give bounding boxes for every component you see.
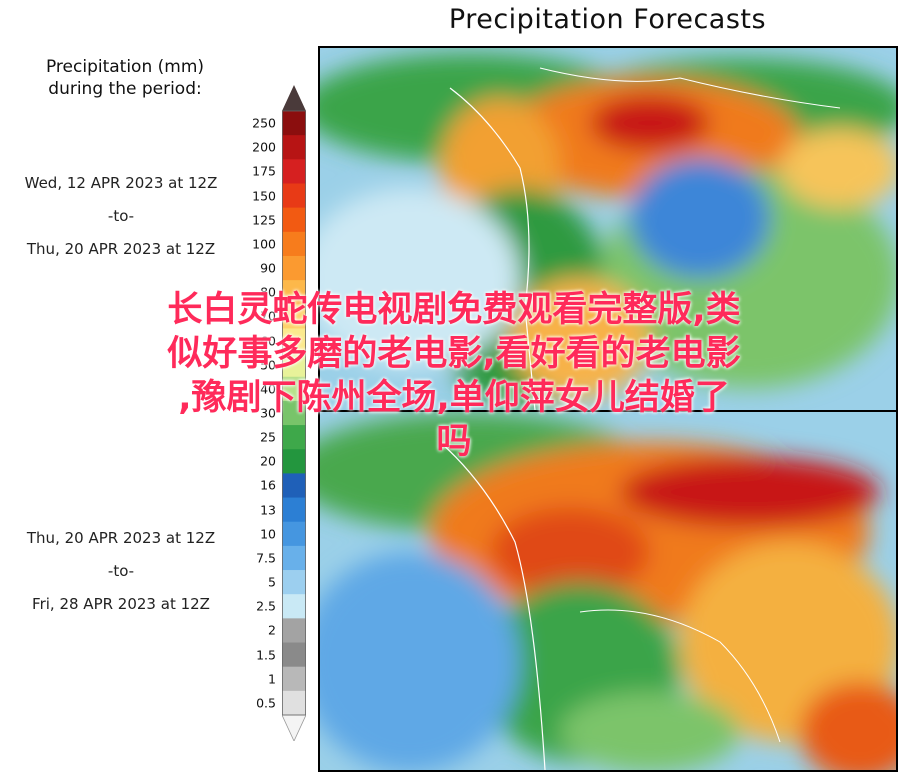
scale-swatch [282, 328, 306, 354]
scale-tick-label: 100 [252, 236, 276, 252]
scale-swatch [282, 135, 306, 160]
scale-swatch [282, 111, 306, 136]
legend-title: Precipitation (mm) during the period: [0, 56, 250, 100]
scale-tick-label: 20 [260, 453, 276, 469]
overlay-text: 长白灵蛇传电视剧免费观看完整版,类 似好事多磨的老电影,看好看的老电影 ,豫剧下… [8, 288, 900, 464]
scale-swatch [282, 425, 306, 450]
period-2-end: Fri, 28 APR 2023 at 12Z [32, 595, 210, 613]
period-1-separator: -to- [107, 207, 135, 225]
scale-swatch [282, 473, 306, 499]
precipitation-map-1 [320, 48, 896, 410]
scale-swatch [282, 207, 306, 233]
scale-swatch [282, 352, 306, 378]
scale-tick-label: 70 [260, 308, 276, 324]
scale-tick-label: 10 [260, 526, 276, 542]
scale-tick-label: 30 [260, 405, 276, 421]
overlay-line-4: 吗 [436, 422, 472, 462]
overlay-line-2: 似好事多磨的老电影,看好看的老电影 [167, 334, 741, 374]
legend-title-line2: during the period: [48, 79, 202, 99]
period-1-start: Wed, 12 APR 2023 at 12Z [24, 174, 218, 192]
scale-swatch [282, 618, 306, 644]
color-scale-bar [282, 85, 306, 741]
scale-swatch [282, 594, 306, 619]
scale-tick-label: 2 [268, 622, 276, 638]
period-1-end: Thu, 20 APR 2023 at 12Z [26, 240, 216, 258]
scale-swatch [282, 497, 306, 523]
period-2-start: Thu, 20 APR 2023 at 12Z [26, 529, 216, 547]
scale-tick-label: 7.5 [256, 550, 276, 566]
scale-swatch [282, 642, 306, 668]
scale-tick-label: 2.5 [256, 598, 276, 614]
scale-tick-label: 5 [268, 574, 276, 590]
scale-tick-label: 13 [260, 502, 276, 518]
scale-max-arrow [282, 85, 306, 111]
scale-swatch [282, 255, 306, 281]
scale-swatch [282, 280, 306, 305]
overlay-line-1: 长白灵蛇传电视剧免费观看完整版,类 [167, 290, 741, 330]
scale-tick-label: 250 [252, 115, 276, 131]
scale-swatch [282, 304, 306, 329]
forecast-map-period-1 [318, 46, 898, 412]
scale-tick-label: 16 [260, 477, 276, 493]
scale-tick-label: 90 [260, 260, 276, 276]
scale-swatch [282, 545, 306, 571]
scale-tick-label: 50 [260, 357, 276, 373]
scale-tick-label: 60 [260, 333, 276, 349]
overlay-line-3: ,豫剧下陈州全场,单仰萍女儿结婚了 [178, 378, 730, 418]
legend-title-line1: Precipitation (mm) [45, 57, 205, 77]
scale-tick-label: 1.5 [256, 647, 276, 663]
scale-swatch [282, 231, 306, 257]
scale-tick-label: 25 [260, 429, 276, 445]
scale-swatch [282, 159, 306, 184]
scale-swatch [282, 376, 306, 402]
scale-tick-label: 40 [260, 381, 276, 397]
scale-tick-label: 150 [252, 188, 276, 204]
scale-tick-label: 125 [252, 212, 276, 228]
scale-tick-label: 0.5 [256, 695, 276, 711]
period-2-separator: -to- [107, 562, 135, 580]
precipitation-map-2 [320, 412, 896, 770]
scale-swatch [282, 690, 306, 716]
scale-swatch [282, 449, 306, 474]
period-2: Thu, 20 APR 2023 at 12Z -to- Fri, 28 APR… [0, 522, 242, 621]
period-1: Wed, 12 APR 2023 at 12Z -to- Thu, 20 APR… [0, 167, 242, 266]
scale-tick-label: 80 [260, 284, 276, 300]
scale-tick-label: 175 [252, 163, 276, 179]
scale-swatch [282, 666, 306, 692]
scale-swatch [282, 183, 306, 209]
scale-swatch [282, 400, 306, 426]
scale-tick-label: 200 [252, 139, 276, 155]
forecast-map-period-2 [318, 410, 898, 772]
page-title: Precipitation Forecasts [448, 4, 767, 35]
scale-swatch [282, 570, 306, 595]
scale-min-arrow [282, 714, 306, 741]
scale-tick-label: 1 [268, 671, 276, 687]
scale-swatch [282, 521, 306, 547]
